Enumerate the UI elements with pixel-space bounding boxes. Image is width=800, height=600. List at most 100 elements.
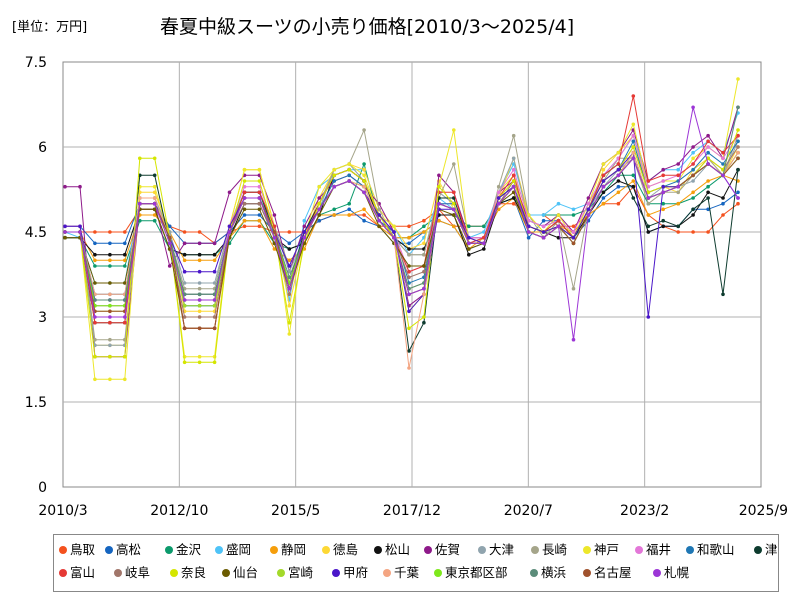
- data-point: [571, 213, 576, 217]
- data-point: [152, 156, 157, 161]
- data-point: [676, 224, 680, 229]
- legend-item: 和歌山: [686, 542, 735, 558]
- data-point: [287, 247, 292, 251]
- data-point: [676, 162, 680, 166]
- data-point: [108, 303, 112, 308]
- legend-item: 徳島: [322, 542, 358, 558]
- data-point: [691, 162, 695, 166]
- data-point: [706, 184, 710, 189]
- data-point: [108, 377, 112, 382]
- data-point: [706, 230, 710, 234]
- data-point: [272, 213, 277, 217]
- data-point: [242, 201, 247, 206]
- data-point: [362, 207, 366, 212]
- data-point: [347, 207, 352, 212]
- legend-marker: [635, 545, 643, 554]
- data-point: [123, 258, 127, 263]
- data-point: [616, 184, 621, 189]
- data-point: [541, 235, 546, 240]
- data-point: [616, 201, 621, 206]
- data-point: [257, 201, 262, 206]
- data-point: [108, 292, 112, 297]
- data-point: [78, 230, 82, 234]
- data-point: [691, 213, 695, 217]
- data-point: [467, 224, 471, 229]
- data-point: [108, 258, 112, 263]
- data-point: [347, 167, 352, 172]
- data-point: [197, 269, 202, 274]
- data-point: [631, 94, 636, 98]
- legend-marker: [170, 568, 178, 577]
- data-point: [526, 230, 531, 234]
- data-point: [691, 167, 695, 172]
- y-tick-label: 0: [38, 480, 47, 496]
- data-point: [646, 190, 651, 195]
- data-point: [287, 303, 292, 308]
- data-point: [661, 184, 665, 189]
- data-point: [197, 315, 202, 319]
- data-point: [407, 326, 411, 331]
- data-point: [197, 286, 202, 291]
- data-point: [706, 133, 710, 138]
- legend-marker: [478, 545, 486, 554]
- data-point: [601, 196, 606, 200]
- data-point: [347, 201, 352, 206]
- data-point: [616, 173, 621, 178]
- legend-marker: [531, 545, 539, 554]
- data-point: [601, 162, 606, 166]
- x-tick-label: 2020/7: [504, 503, 553, 519]
- data-point: [93, 354, 97, 359]
- data-point: [422, 292, 426, 297]
- legend-marker: [374, 545, 382, 554]
- data-point: [616, 150, 621, 155]
- data-point: [362, 167, 366, 172]
- data-point: [601, 201, 606, 206]
- legend-label: 甲府: [343, 565, 369, 580]
- legend-item: 甲府: [332, 565, 368, 581]
- data-point: [212, 326, 217, 331]
- legend-item: 奈良: [170, 565, 206, 581]
- data-point: [377, 207, 381, 212]
- data-point: [123, 377, 127, 382]
- data-point: [721, 292, 725, 297]
- data-point: [242, 167, 247, 172]
- series-line: [65, 169, 739, 256]
- data-point: [347, 162, 352, 166]
- data-point: [691, 207, 695, 212]
- data-point: [601, 184, 606, 189]
- data-point: [332, 167, 337, 172]
- data-point: [676, 167, 680, 172]
- data-point: [706, 190, 710, 195]
- legend-label: 静岡: [281, 542, 307, 557]
- data-point: [422, 252, 426, 257]
- legend-item: 宮崎: [277, 565, 313, 581]
- data-point: [407, 264, 411, 268]
- data-point: [407, 275, 411, 280]
- data-point: [362, 184, 366, 189]
- data-point: [362, 173, 366, 178]
- data-point: [616, 167, 621, 172]
- data-point: [422, 241, 426, 246]
- data-point: [197, 298, 202, 302]
- data-point: [108, 298, 112, 302]
- data-point: [272, 247, 277, 251]
- data-point: [287, 275, 292, 280]
- data-point: [272, 230, 277, 234]
- series-layer: [63, 77, 740, 382]
- data-point: [631, 150, 636, 155]
- data-point: [422, 218, 426, 223]
- legend-label: 長崎: [542, 542, 568, 557]
- data-point: [556, 213, 561, 217]
- legend-item: 津: [754, 542, 778, 558]
- data-point: [123, 264, 127, 268]
- data-point: [511, 201, 516, 206]
- data-point: [242, 218, 247, 223]
- x-tick-label: 2023/2: [620, 503, 669, 519]
- data-point: [571, 224, 576, 229]
- data-point: [706, 207, 710, 212]
- data-point: [706, 179, 710, 183]
- data-point: [407, 309, 411, 314]
- data-point: [182, 258, 187, 263]
- x-tick-label: 2010/3: [38, 503, 87, 519]
- legend-label: 東京都区部: [445, 565, 508, 580]
